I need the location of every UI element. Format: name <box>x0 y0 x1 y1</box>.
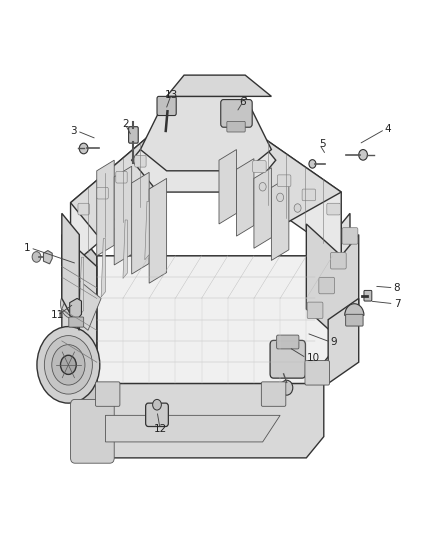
Circle shape <box>277 193 284 201</box>
Text: 8: 8 <box>394 283 400 293</box>
Polygon shape <box>237 159 254 236</box>
FancyBboxPatch shape <box>302 189 316 201</box>
FancyBboxPatch shape <box>97 187 108 199</box>
Circle shape <box>52 345 85 385</box>
Text: 11: 11 <box>51 310 64 320</box>
Text: 1: 1 <box>24 243 30 253</box>
FancyBboxPatch shape <box>221 100 252 127</box>
Polygon shape <box>79 362 97 458</box>
Polygon shape <box>219 150 237 224</box>
Polygon shape <box>71 128 158 266</box>
Polygon shape <box>79 257 84 316</box>
Circle shape <box>60 356 76 374</box>
FancyBboxPatch shape <box>253 161 266 172</box>
Circle shape <box>32 252 41 262</box>
Polygon shape <box>62 277 101 330</box>
FancyBboxPatch shape <box>157 96 176 116</box>
Circle shape <box>79 143 88 154</box>
Circle shape <box>66 296 79 312</box>
Polygon shape <box>328 298 359 383</box>
FancyBboxPatch shape <box>346 314 363 326</box>
FancyBboxPatch shape <box>78 203 89 215</box>
Circle shape <box>309 160 316 168</box>
FancyBboxPatch shape <box>270 341 305 378</box>
Polygon shape <box>123 220 127 278</box>
Circle shape <box>359 150 367 160</box>
Polygon shape <box>166 75 272 96</box>
Polygon shape <box>114 166 132 265</box>
Circle shape <box>60 289 85 319</box>
Polygon shape <box>71 224 97 383</box>
Text: 7: 7 <box>394 298 400 309</box>
Text: 6: 6 <box>240 96 246 107</box>
Wedge shape <box>345 304 364 316</box>
Text: 13: 13 <box>164 90 177 100</box>
Polygon shape <box>62 213 79 330</box>
Polygon shape <box>250 128 341 256</box>
Polygon shape <box>62 235 97 383</box>
FancyBboxPatch shape <box>327 203 340 215</box>
Text: 5: 5 <box>319 139 326 149</box>
FancyBboxPatch shape <box>307 302 323 319</box>
Polygon shape <box>71 224 97 383</box>
FancyBboxPatch shape <box>319 277 335 294</box>
Polygon shape <box>101 239 106 297</box>
Text: 4: 4 <box>385 124 392 134</box>
Polygon shape <box>145 201 149 260</box>
Text: 10: 10 <box>306 353 319 363</box>
Polygon shape <box>254 168 272 248</box>
FancyBboxPatch shape <box>342 228 358 244</box>
Circle shape <box>44 336 92 394</box>
Circle shape <box>37 327 100 403</box>
Text: 9: 9 <box>330 337 337 347</box>
Circle shape <box>281 380 293 395</box>
FancyBboxPatch shape <box>305 361 329 385</box>
FancyBboxPatch shape <box>135 156 146 167</box>
Polygon shape <box>97 160 114 256</box>
Circle shape <box>259 182 266 191</box>
FancyBboxPatch shape <box>364 290 372 301</box>
Polygon shape <box>71 128 184 235</box>
FancyBboxPatch shape <box>71 399 114 463</box>
FancyBboxPatch shape <box>129 127 138 143</box>
Polygon shape <box>97 224 341 383</box>
Text: 2: 2 <box>122 119 128 129</box>
Polygon shape <box>184 128 341 224</box>
Polygon shape <box>70 298 81 320</box>
Polygon shape <box>71 213 350 298</box>
Circle shape <box>152 399 161 410</box>
FancyBboxPatch shape <box>277 175 291 187</box>
Polygon shape <box>79 362 324 458</box>
FancyBboxPatch shape <box>69 317 84 327</box>
FancyBboxPatch shape <box>261 382 286 406</box>
FancyBboxPatch shape <box>146 403 168 426</box>
Text: 12: 12 <box>153 424 167 434</box>
FancyBboxPatch shape <box>227 122 245 132</box>
Polygon shape <box>149 179 166 283</box>
FancyBboxPatch shape <box>331 253 346 269</box>
Circle shape <box>294 204 301 212</box>
Polygon shape <box>141 96 272 171</box>
Text: 3: 3 <box>71 126 77 136</box>
FancyBboxPatch shape <box>116 171 127 183</box>
Polygon shape <box>272 177 289 261</box>
Polygon shape <box>132 172 149 274</box>
Polygon shape <box>306 224 359 341</box>
Polygon shape <box>132 128 276 192</box>
FancyBboxPatch shape <box>277 335 299 349</box>
FancyBboxPatch shape <box>95 382 120 406</box>
Polygon shape <box>43 251 52 264</box>
Polygon shape <box>106 415 280 442</box>
